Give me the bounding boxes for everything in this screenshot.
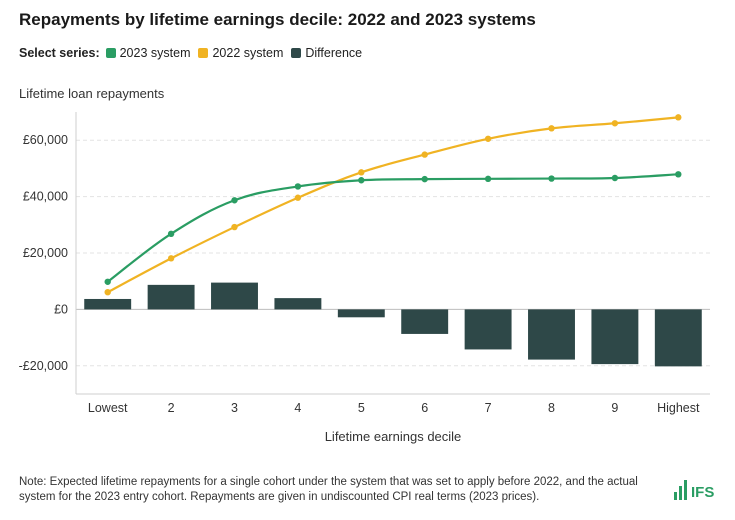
y-tick-label: £40,000 [23,190,68,204]
point-2023-system [105,279,111,285]
x-tick-label: 7 [485,401,492,415]
x-tick-label: 4 [294,401,301,415]
point-2023-system [675,171,681,177]
point-2022-system [105,289,111,295]
footnote: Note: Expected lifetime repayments for a… [19,475,669,505]
point-2022-system [168,255,174,261]
x-tick-label: Lowest [88,401,128,415]
bar-difference [591,309,638,364]
bar-difference [401,309,448,334]
ifs-logo: IFS [674,480,714,500]
point-2023-system [168,231,174,237]
bar-difference [338,309,385,317]
line-2022-system [108,117,679,292]
x-tick-label: 2 [168,401,175,415]
point-2023-system [295,183,301,189]
bar-difference [465,309,512,349]
point-2022-system [548,125,554,131]
point-2022-system [612,120,618,126]
x-axis-label: Lifetime earnings decile [325,429,462,444]
logo-text: IFS [691,485,714,500]
x-tick-label: 3 [231,401,238,415]
line-2023-system [108,174,679,281]
chart-plot: £60,000 £40,000 £20,000 £0 -£20,000 Lowest 2 3 4… [0,0,735,520]
point-2022-system [675,114,681,120]
y-tick-label: -£20,000 [19,359,68,373]
bar-difference [528,309,575,359]
y-tick-label: £20,000 [23,246,68,260]
y-tick-label: £0 [54,302,68,316]
x-tick-label: 8 [548,401,555,415]
point-2023-system [231,197,237,203]
bar-difference [655,309,702,366]
point-2022-system [485,136,491,142]
point-2022-system [422,151,428,157]
point-2023-system [485,176,491,182]
bar-difference [148,285,195,310]
point-2023-system [548,175,554,181]
x-tick-label: Highest [657,401,700,415]
y-tick-label: £60,000 [23,133,68,147]
x-tick-label: 5 [358,401,365,415]
bar-difference [211,283,258,310]
point-2022-system [295,195,301,201]
point-2023-system [612,175,618,181]
point-2022-system [231,224,237,230]
point-2023-system [422,176,428,182]
point-2023-system [358,177,364,183]
bar-difference [274,298,321,309]
bar-difference [84,299,131,309]
point-2022-system [358,169,364,175]
x-tick-label: 9 [611,401,618,415]
x-tick-label: 6 [421,401,428,415]
